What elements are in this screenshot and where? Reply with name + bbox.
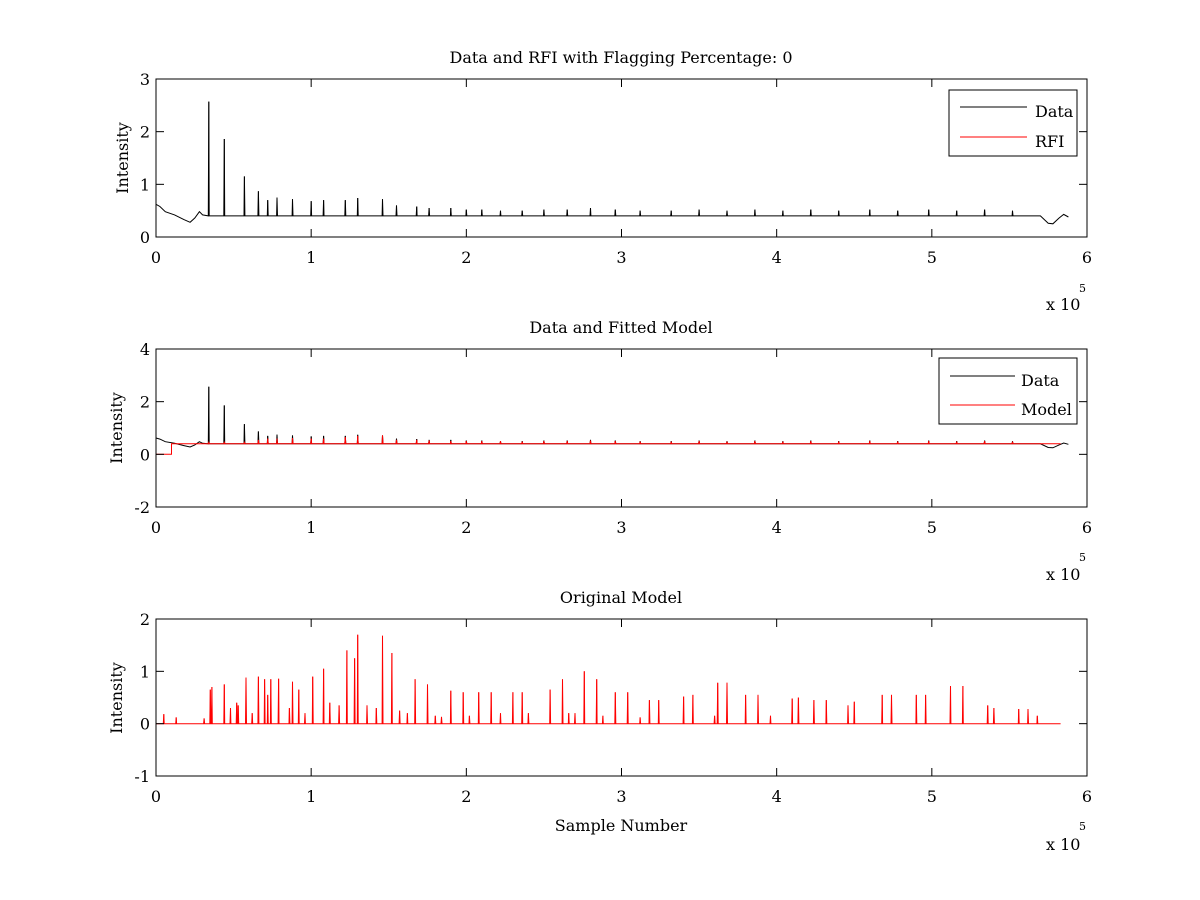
legend-label-model: Model xyxy=(1021,400,1072,419)
subplot-1-legend: Data RFI xyxy=(948,89,1078,157)
subplot-data-rfi: Data and RFI with Flagging Percentage: 0… xyxy=(113,48,1092,314)
x-tick-label: 1 xyxy=(306,518,316,537)
x-tick-label: 2 xyxy=(461,787,471,806)
legend-label-data: Data xyxy=(1021,371,1060,390)
x-tick-label: 2 xyxy=(461,518,471,537)
subplot-2-exponent-power: 5 xyxy=(1079,551,1086,564)
y-tick-label: 0 xyxy=(140,445,150,464)
x-tick-label: 1 xyxy=(306,248,316,267)
y-tick-label: 2 xyxy=(140,393,150,412)
subplot-1-exponent-label: x 10 xyxy=(1046,295,1080,314)
y-tick-label: 0 xyxy=(140,228,150,247)
y-tick-label: 3 xyxy=(140,70,150,89)
x-tick-label: 4 xyxy=(772,248,782,267)
subplot-1-ylabel: Intensity xyxy=(113,122,132,194)
x-tick-label: 6 xyxy=(1082,518,1092,537)
y-tick-label: 2 xyxy=(140,610,150,629)
x-tick-label: 2 xyxy=(461,248,471,267)
subplot-1-title: Data and RFI with Flagging Percentage: 0 xyxy=(449,48,792,67)
x-tick-label: 5 xyxy=(927,787,937,806)
legend-label-data: Data xyxy=(1035,102,1074,121)
x-tick-label: 3 xyxy=(616,518,626,537)
legend-box xyxy=(938,357,1078,425)
y-tick-label: -2 xyxy=(134,498,150,517)
y-tick-label: 1 xyxy=(140,662,150,681)
x-tick-label: 0 xyxy=(151,248,161,267)
x-tick-label: 6 xyxy=(1082,248,1092,267)
x-tick-label: 3 xyxy=(616,787,626,806)
y-tick-label: -1 xyxy=(134,767,150,786)
x-tick-label: 3 xyxy=(616,248,626,267)
subplot-1-exponent-power: 5 xyxy=(1079,282,1086,295)
subplot-data-model: Data and Fitted Model Intensity 0 1 2 3 4 5 6 -… xyxy=(107,318,1092,584)
subplot-3-exponent-label: x 10 xyxy=(1046,835,1080,854)
subplot-3-xlabel: Sample Number xyxy=(555,816,688,835)
subplot-2-legend: Data Model xyxy=(938,357,1078,425)
x-tick-label: 0 xyxy=(151,787,161,806)
subplot-2-title: Data and Fitted Model xyxy=(529,318,712,337)
x-tick-label: 5 xyxy=(927,518,937,537)
subplot-2-exponent-label: x 10 xyxy=(1046,565,1080,584)
y-tick-label: 1 xyxy=(140,175,150,194)
x-tick-label: 4 xyxy=(772,787,782,806)
x-tick-label: 1 xyxy=(306,787,316,806)
x-tick-label: 5 xyxy=(927,248,937,267)
y-tick-label: 2 xyxy=(140,123,150,142)
legend-label-rfi: RFI xyxy=(1035,132,1064,151)
x-tick-label: 0 xyxy=(151,518,161,537)
subplot-3-ylabel: Intensity xyxy=(107,662,126,734)
y-tick-label: 0 xyxy=(140,715,150,734)
x-tick-label: 4 xyxy=(772,518,782,537)
subplot-3-exponent-power: 5 xyxy=(1079,820,1086,833)
legend-box xyxy=(948,89,1078,157)
y-tick-label: 4 xyxy=(140,340,150,359)
subplot-3-title: Original Model xyxy=(560,588,682,607)
x-tick-label: 6 xyxy=(1082,787,1092,806)
subplot-2-ylabel: Intensity xyxy=(107,392,126,464)
